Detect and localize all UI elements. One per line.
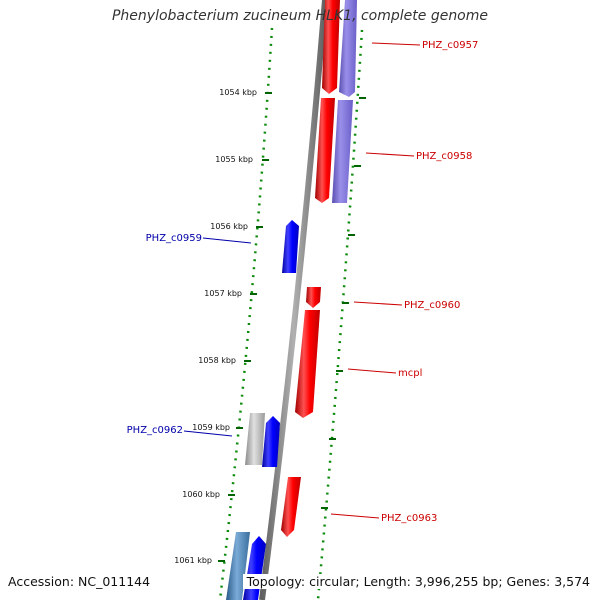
gene-label-c0959[interactable]: PHZ_c0959: [146, 233, 202, 244]
gene-rna-c0957[interactable]: [339, 0, 357, 97]
tick-label-1057: 1057 kbp: [204, 289, 242, 298]
inner-dotted-track: [218, 27, 274, 601]
tick-label-1060: 1060 kbp: [182, 490, 220, 499]
tick-label-1059: 1059 kbp: [192, 423, 230, 432]
gene-label-c0957[interactable]: PHZ_c0957: [422, 40, 478, 51]
callout-c0957: [371, 42, 421, 46]
outer-dotted-track: [316, 29, 364, 601]
genome-backbone: [259, 0, 328, 601]
outer-tick-marks: [321, 97, 366, 509]
tick-label-1056: 1056 kbp: [210, 222, 248, 231]
gene-reverse-c0962[interactable]: [262, 416, 280, 467]
tick-label-1055: 1055 kbp: [215, 155, 253, 164]
gene-forward-c0958[interactable]: [315, 98, 335, 203]
genome-title: Phenylobacterium zucineum HLK1, complete…: [111, 8, 489, 24]
gene-label-c0962[interactable]: PHZ_c0962: [127, 425, 183, 436]
callout-c0959: [202, 237, 252, 244]
gene-forward-c0963[interactable]: [281, 477, 301, 537]
gene-label-c0960[interactable]: PHZ_c0960: [404, 300, 460, 311]
callout-c0963: [330, 513, 380, 519]
gene-label-c0963[interactable]: PHZ_c0963: [381, 513, 437, 524]
gene-label-c0958[interactable]: PHZ_c0958: [416, 151, 472, 162]
gene-forward-mcpl[interactable]: [295, 310, 320, 418]
callout-mcpl: [347, 368, 397, 374]
tick-label-1054: 1054 kbp: [219, 88, 257, 97]
callout-c0962: [183, 430, 233, 437]
genome-summary: Topology: circular; Length: 3,996,255 bp…: [242, 574, 590, 589]
callout-c0960: [353, 301, 403, 306]
gene-forward-c0960[interactable]: [306, 287, 321, 308]
gene-reverse-c0959[interactable]: [282, 220, 299, 273]
inner-tick-marks: [218, 92, 272, 562]
callout-c0958: [365, 152, 415, 157]
tick-label-1058: 1058 kbp: [198, 356, 236, 365]
gene-label-mcpl[interactable]: mcpl: [398, 368, 422, 379]
gene-pseudo-c0962[interactable]: [245, 413, 265, 465]
accession-label: Accession: NC_011144: [8, 574, 151, 589]
tick-label-1061: 1061 kbp: [174, 556, 212, 565]
gene-rna-c0958[interactable]: [332, 100, 353, 203]
gene-forward-c0957[interactable]: [322, 0, 340, 94]
